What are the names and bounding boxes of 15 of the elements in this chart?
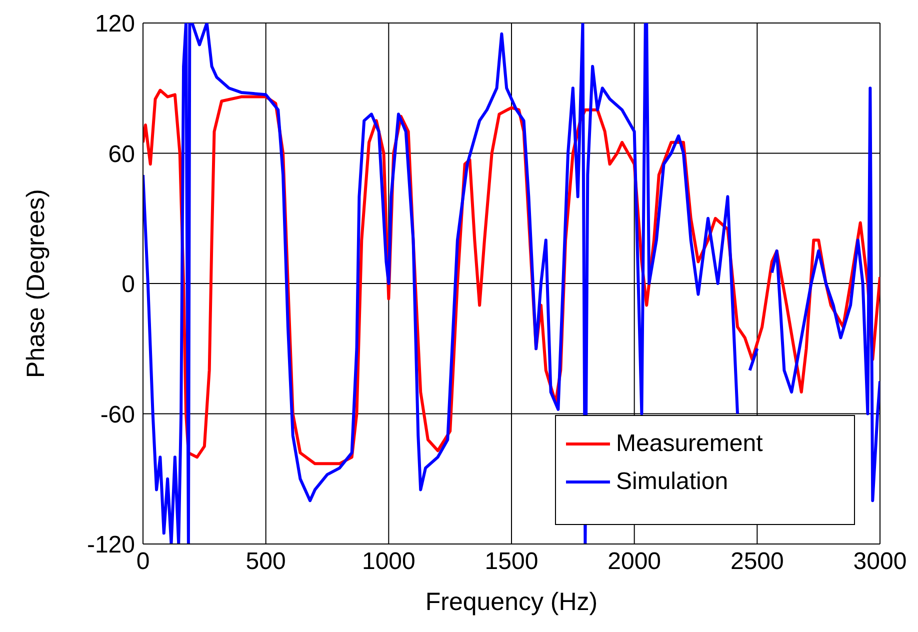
y-axis-title: Phase (Degrees) [22,189,50,378]
x-tick-label: 2500 [730,548,784,576]
x-tick-label: 500 [246,548,286,576]
legend-label: Simulation [616,468,728,496]
x-tick-label: 2000 [608,548,662,576]
y-tick-label: 0 [122,271,135,298]
y-tick-label: 120 [94,10,135,38]
y-tick-label: -120 [86,532,135,559]
legend-label: Measurement [616,430,763,458]
x-tick-label: 1500 [484,548,538,576]
x-axis-title: Frequency (Hz) [425,588,598,616]
y-tick-label: -60 [100,401,135,428]
x-tick-label: 3000 [853,548,907,576]
x-tick-label: 1000 [362,548,416,576]
y-tick-label: 60 [108,140,135,168]
